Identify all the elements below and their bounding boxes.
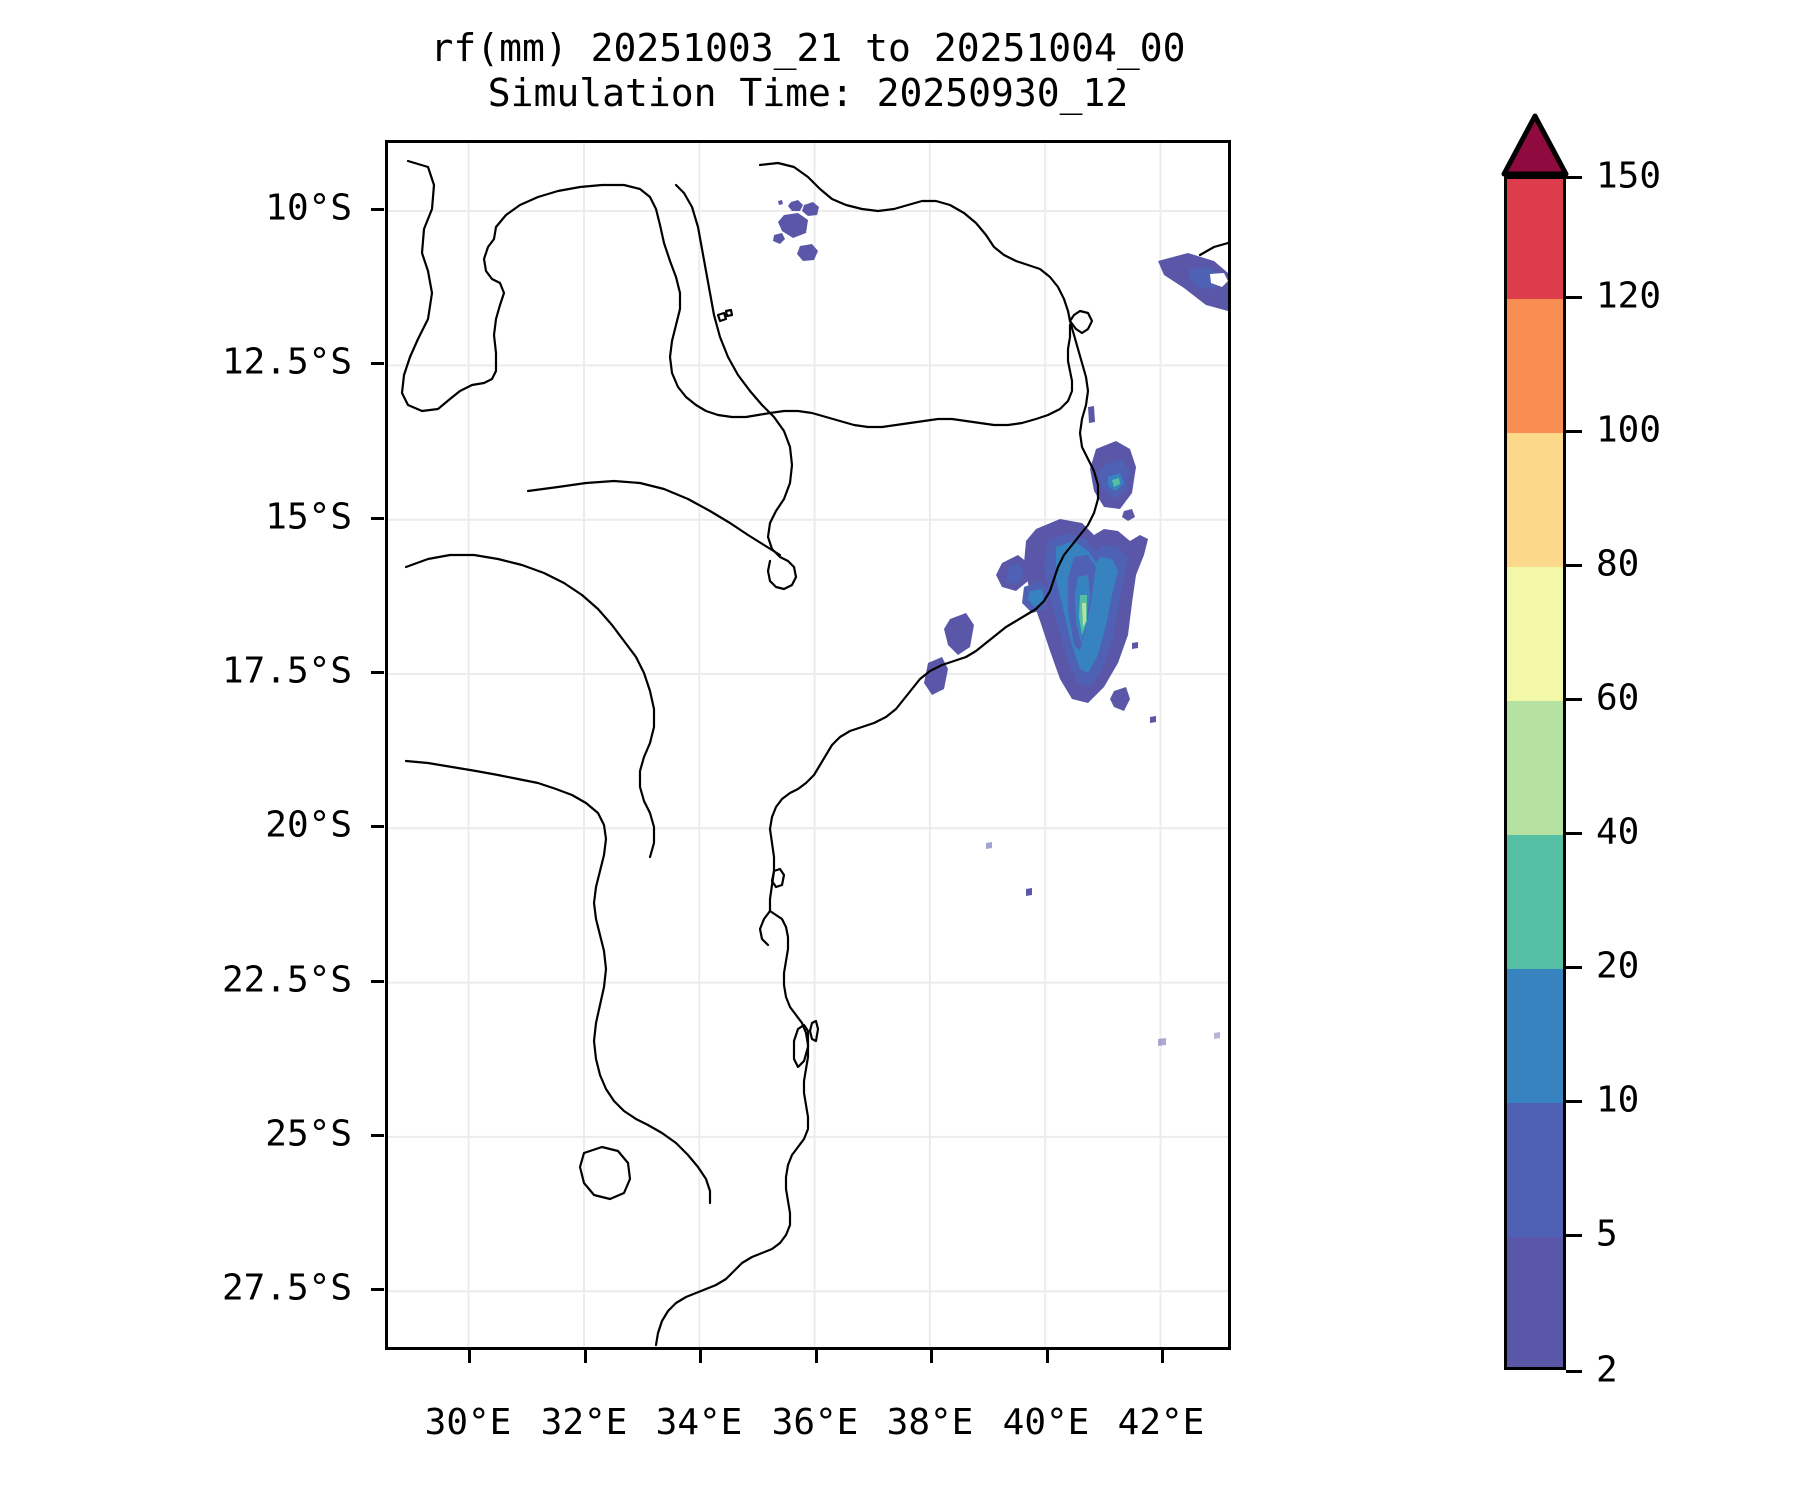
- precip-cell-channel-north: [1090, 441, 1136, 521]
- colorbar-tick-10: [1566, 1100, 1582, 1103]
- xtick-label-36E: 36°E: [771, 1402, 859, 1443]
- colorbar-tick-80: [1566, 564, 1582, 567]
- colorbar-band-60-80: [1507, 567, 1563, 701]
- xtick-label-34E: 34°E: [655, 1402, 743, 1443]
- colorbar-band-10-20: [1507, 969, 1563, 1103]
- colorbar-tick-150: [1566, 176, 1582, 179]
- xtick-mark-36E: [815, 1350, 818, 1363]
- ytick-mark-10S: [371, 208, 384, 211]
- colorbar-tick-120: [1566, 296, 1582, 299]
- colorbar-band-2-5: [1507, 1237, 1563, 1367]
- colorbar-band-5-10: [1507, 1103, 1563, 1237]
- colorbar-band-40-60: [1507, 701, 1563, 835]
- title-line-2: Simulation Time: 20250930_12: [487, 70, 1129, 115]
- ytick-mark-25S: [371, 1134, 384, 1137]
- ytick-label-20S: 20°S: [265, 804, 352, 846]
- colorbar-tick-100: [1566, 430, 1582, 433]
- ytick-mark-275S: [371, 1288, 384, 1291]
- xtick-label-40E: 40°E: [1002, 1402, 1090, 1443]
- precip-specks-scatter: [986, 716, 1220, 1046]
- latitude-axis: 10°S 12.5°S 15°S 17.5°S 20°S 22.5°S 25°S…: [0, 140, 384, 1350]
- ytick-label-175S: 17.5°S: [221, 650, 352, 692]
- coastline-and-borders: [400, 159, 1228, 1347]
- ytick-label-225S: 22.5°S: [221, 959, 352, 1001]
- map-gridlines: [388, 143, 1228, 1347]
- ytick-label-125S: 12.5°S: [221, 341, 352, 383]
- xtick-mark-42E: [1161, 1350, 1164, 1363]
- ytick-label-275S: 27.5°S: [221, 1267, 352, 1309]
- colorbar-label-100: 100: [1596, 409, 1662, 451]
- precip-cell-north-coast: [773, 200, 819, 261]
- colorbar-label-40: 40: [1596, 811, 1640, 853]
- longitude-axis: 30°E 32°E 34°E 36°E 38°E 40°E 42°E: [385, 1350, 1231, 1443]
- colorbar-band-80-100: [1507, 433, 1563, 567]
- colorbar-label-2: 2: [1596, 1349, 1618, 1391]
- colorbar-tick-20: [1566, 966, 1582, 969]
- precip-cell-channel-main: [996, 519, 1148, 711]
- xtick-label-30E: 30°E: [424, 1402, 512, 1443]
- colorbar-gradient[interactable]: [1504, 176, 1566, 1370]
- ytick-mark-20S: [371, 825, 384, 828]
- xtick-label-32E: 32°E: [540, 1402, 628, 1443]
- colorbar-band-100-120: [1507, 299, 1563, 433]
- colorbar-tick-40: [1566, 832, 1582, 835]
- precip-cells-channel-west: [924, 613, 974, 695]
- ytick-label-25S: 25°S: [265, 1113, 352, 1155]
- map-plot-area[interactable]: [385, 140, 1231, 1350]
- colorbar-label-150: 150: [1596, 155, 1662, 197]
- precip-speck-mid-channel: [1088, 406, 1095, 423]
- colorbar-tick-5: [1566, 1234, 1582, 1237]
- xtick-mark-40E: [1046, 1350, 1049, 1363]
- colorbar-label-20: 20: [1596, 945, 1640, 987]
- colorbar-tick-60: [1566, 698, 1582, 701]
- xtick-label-42E: 42°E: [1117, 1402, 1205, 1443]
- colorbar-label-10: 10: [1596, 1079, 1640, 1121]
- ytick-mark-15S: [371, 517, 384, 520]
- chart-title: rf(mm) 20251003_21 to 20251004_00 Simula…: [385, 26, 1231, 116]
- xtick-label-38E: 38°E: [886, 1402, 974, 1443]
- ytick-label-10S: 10°S: [265, 187, 352, 229]
- xtick-mark-34E: [699, 1350, 702, 1363]
- colorbar-tick-2: [1566, 1370, 1582, 1373]
- colorbar-label-5: 5: [1596, 1213, 1618, 1255]
- colorbar-band-120-150: [1507, 179, 1563, 299]
- ytick-label-15S: 15°S: [265, 496, 352, 538]
- xtick-mark-38E: [930, 1350, 933, 1363]
- ytick-mark-125S: [371, 362, 384, 365]
- xtick-mark-32E: [584, 1350, 587, 1363]
- map-inner: [388, 143, 1228, 1347]
- colorbar-extend-arrow: [1501, 113, 1569, 177]
- colorbar-label-120: 120: [1596, 275, 1662, 317]
- precipitation-contours: [773, 200, 1228, 1046]
- colorbar-label-60: 60: [1596, 677, 1640, 719]
- colorbar-band-20-40: [1507, 835, 1563, 969]
- ytick-mark-175S: [371, 671, 384, 674]
- colorbar-label-80: 80: [1596, 543, 1640, 585]
- ytick-mark-225S: [371, 980, 384, 983]
- title-line-1: rf(mm) 20251003_21 to 20251004_00: [430, 26, 1186, 70]
- precip-cell-ne-offshore: [1158, 253, 1228, 311]
- colorbar[interactable]: 150 120 100 80 60 40 20 10 5 2: [1501, 113, 1661, 1391]
- xtick-mark-30E: [468, 1350, 471, 1363]
